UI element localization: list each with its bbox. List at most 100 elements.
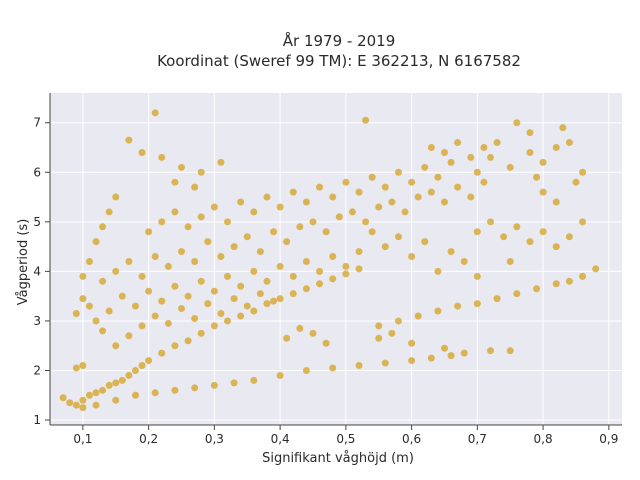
scatter-point	[565, 233, 573, 241]
scatter-point	[270, 297, 278, 305]
scatter-point	[125, 371, 133, 379]
scatter-point	[138, 322, 146, 330]
scatter-point	[539, 228, 547, 236]
scatter-point	[230, 379, 238, 387]
x-tick-label: 0,8	[534, 432, 553, 446]
scatter-point	[579, 218, 587, 226]
scatter-point	[381, 243, 389, 251]
x-tick-label: 0,4	[271, 432, 290, 446]
x-tick-label: 0,5	[336, 432, 355, 446]
scatter-point	[270, 228, 278, 236]
scatter-point	[302, 285, 310, 293]
scatter-point	[224, 317, 232, 325]
scatter-point	[539, 188, 547, 196]
scatter-point	[131, 302, 139, 310]
scatter-point	[447, 248, 455, 256]
scatter-point	[224, 272, 232, 280]
scatter-point	[177, 305, 185, 313]
scatter-point	[177, 248, 185, 256]
y-tick-label: 5	[33, 215, 41, 229]
scatter-point	[565, 139, 573, 147]
scatter-point	[552, 243, 560, 251]
scatter-point	[59, 394, 67, 402]
scatter-point	[191, 384, 199, 392]
x-tick-label: 0,2	[139, 432, 158, 446]
scatter-point	[342, 270, 350, 278]
y-tick-label: 3	[33, 314, 41, 328]
scatter-point	[513, 223, 521, 231]
scatter-point	[151, 109, 159, 117]
scatter-point	[85, 391, 93, 399]
plot-area	[50, 93, 622, 425]
scatter-point	[394, 233, 402, 241]
scatter-point	[191, 314, 199, 322]
scatter-point	[99, 386, 107, 394]
scatter-point	[592, 265, 600, 273]
scatter-point	[414, 193, 422, 201]
x-tick-label: 0,1	[73, 432, 92, 446]
scatter-point	[151, 312, 159, 320]
y-tick-label: 4	[33, 264, 41, 278]
scatter-point	[487, 153, 495, 161]
scatter-point	[184, 223, 192, 231]
scatter-point	[289, 272, 297, 280]
chart-subtitle: Koordinat (Sweref 99 TM): E 362213, N 61…	[157, 52, 521, 70]
scatter-point	[105, 307, 113, 315]
scatter-point	[388, 329, 396, 337]
scatter-point	[302, 198, 310, 206]
scatter-point	[118, 376, 126, 384]
scatter-point	[434, 267, 442, 275]
scatter-point	[427, 354, 435, 362]
scatter-point	[158, 153, 166, 161]
scatter-point	[447, 158, 455, 166]
scatter-point	[533, 285, 541, 293]
scatter-point	[368, 228, 376, 236]
scatter-point	[559, 124, 567, 132]
scatter-point	[276, 295, 284, 303]
scatter-point	[256, 248, 264, 256]
scatter-point	[158, 297, 166, 305]
scatter-point	[526, 129, 534, 137]
scatter-point	[302, 366, 310, 374]
scatter-point	[394, 168, 402, 176]
scatter-point	[171, 208, 179, 216]
scatter-point	[250, 208, 258, 216]
y-axis-title: Vågperiod (s)	[16, 219, 31, 306]
scatter-point	[408, 178, 416, 186]
scatter-point	[92, 238, 100, 246]
scatter-point	[473, 272, 481, 280]
scatter-point	[210, 381, 218, 389]
scatter-point	[408, 357, 416, 365]
scatter-point	[381, 359, 389, 367]
scatter-point	[447, 352, 455, 360]
scatter-point	[296, 223, 304, 231]
y-tick-label: 7	[33, 116, 41, 130]
scatter-point	[204, 300, 212, 308]
scatter-point	[355, 188, 363, 196]
scatter-point	[72, 364, 80, 372]
scatter-point	[348, 208, 356, 216]
x-tick-label: 0,9	[599, 432, 618, 446]
scatter-point	[473, 300, 481, 308]
scatter-point	[138, 362, 146, 370]
scatter-point	[217, 253, 225, 261]
scatter-point	[506, 163, 514, 171]
scatter-point	[283, 238, 291, 246]
scatter-point	[427, 188, 435, 196]
scatter-point	[329, 275, 337, 283]
scatter-point	[355, 248, 363, 256]
scatter-point	[131, 366, 139, 374]
scatter-point	[539, 158, 547, 166]
scatter-point	[480, 178, 488, 186]
scatter-point	[158, 349, 166, 357]
x-tick-label: 0,7	[468, 432, 487, 446]
scatter-point	[263, 277, 271, 285]
scatter-point	[131, 391, 139, 399]
scatter-point	[506, 347, 514, 355]
scatter-point	[79, 362, 87, 370]
scatter-point	[72, 401, 80, 409]
scatter-point	[204, 238, 212, 246]
scatter-point	[394, 317, 402, 325]
